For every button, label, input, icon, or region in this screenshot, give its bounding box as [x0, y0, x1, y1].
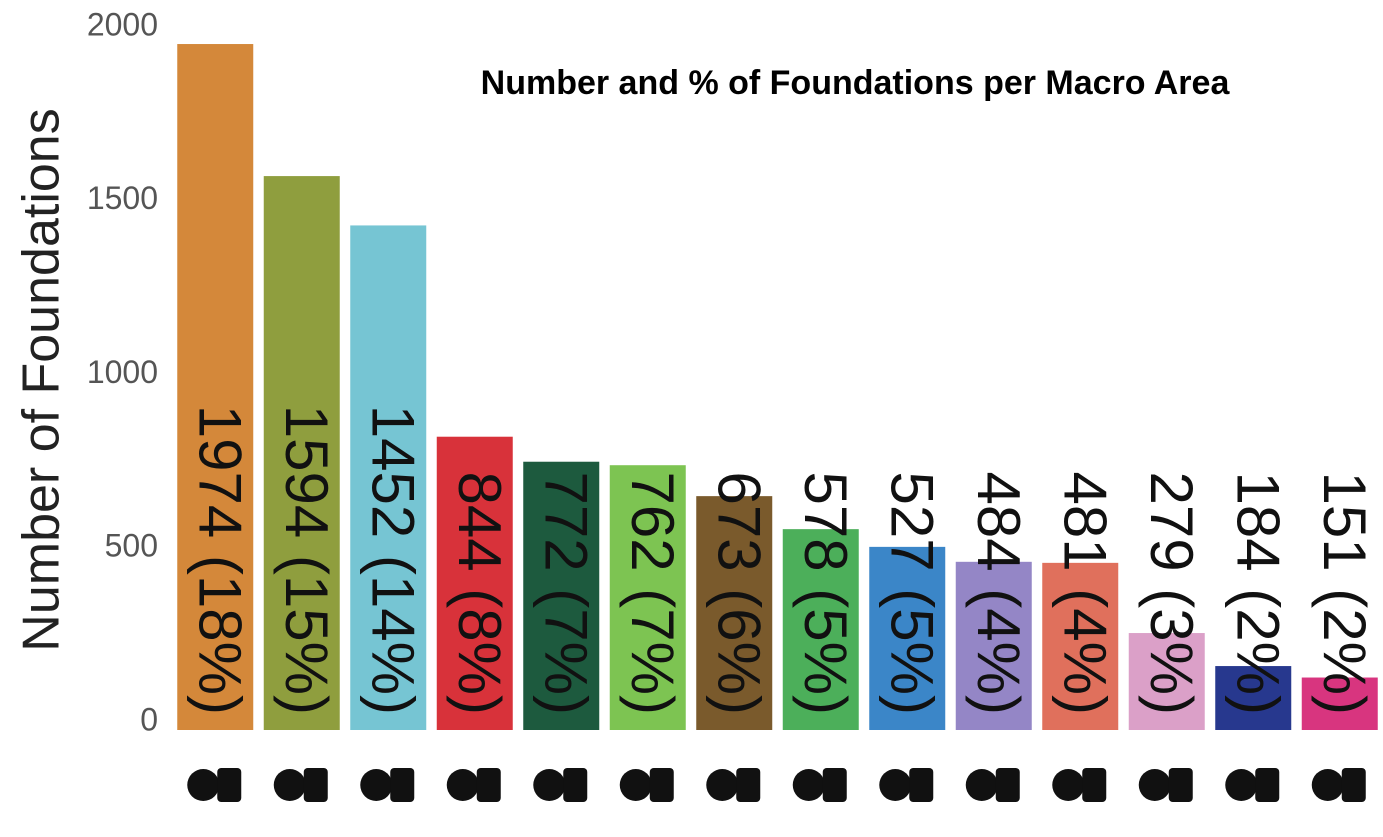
bar [869, 546, 946, 730]
category-icon [360, 769, 393, 801]
data-label: 1594 (15%) [273, 405, 340, 715]
bar [350, 225, 427, 730]
category-icon [649, 768, 674, 802]
data-label: 673 (6%) [705, 472, 772, 715]
category-icon [476, 768, 501, 802]
category-icon [995, 768, 1020, 802]
category-icon [706, 769, 739, 801]
data-label: 527 (5%) [878, 472, 945, 715]
category-icon [619, 769, 652, 801]
category-icon [1225, 769, 1258, 801]
bar [782, 529, 859, 730]
category-icon [187, 769, 220, 801]
category-icon [909, 768, 934, 802]
category-icon [1311, 769, 1344, 801]
category-icon [1341, 768, 1366, 802]
data-label: 279 (3%) [1138, 472, 1205, 715]
category-icon [736, 768, 761, 802]
data-label: 1452 (14%) [359, 405, 426, 715]
y-tick-label: 0 [140, 701, 158, 737]
category-icon [303, 768, 328, 802]
bar [1301, 677, 1378, 730]
category-icon [1168, 768, 1193, 802]
category-icon [1255, 768, 1280, 802]
category-icon [1052, 769, 1085, 801]
category-icon [446, 769, 479, 801]
category-icon [533, 769, 566, 801]
category-icon [1138, 769, 1171, 801]
bar [523, 461, 600, 730]
bar [955, 561, 1032, 730]
data-label: 578 (5%) [792, 472, 859, 715]
category-icon [273, 769, 306, 801]
y-axis-title: Number of Foundations [13, 108, 71, 651]
y-tick-label: 2000 [87, 6, 158, 42]
bar [1128, 633, 1205, 730]
category-icon [879, 769, 912, 801]
category-icon [792, 769, 825, 801]
category-icon [390, 768, 415, 802]
data-label: 151 (2%) [1311, 472, 1378, 715]
data-label: 762 (7%) [619, 472, 686, 715]
category-icon [1082, 768, 1107, 802]
data-label: 484 (4%) [965, 472, 1032, 715]
bar [177, 44, 254, 731]
category-icon [563, 768, 588, 802]
data-label: 772 (7%) [532, 472, 599, 715]
y-tick-label: 1500 [87, 180, 158, 216]
bar [436, 436, 513, 730]
chart-title: Number and % of Foundations per Macro Ar… [481, 64, 1231, 102]
data-label: 844 (8%) [446, 472, 513, 715]
data-label: 481 (4%) [1051, 472, 1118, 715]
bar [696, 496, 773, 730]
bar [609, 465, 686, 730]
category-icon [217, 768, 242, 802]
data-label: 184 (2%) [1224, 472, 1291, 715]
bar [263, 176, 340, 730]
data-label: 1974 (18%) [186, 405, 253, 715]
y-tick-label: 500 [105, 528, 158, 564]
category-icon [822, 768, 847, 802]
y-tick-label: 1000 [87, 354, 158, 390]
bar [1042, 562, 1119, 730]
bar [1215, 666, 1292, 730]
category-icon [965, 769, 998, 801]
